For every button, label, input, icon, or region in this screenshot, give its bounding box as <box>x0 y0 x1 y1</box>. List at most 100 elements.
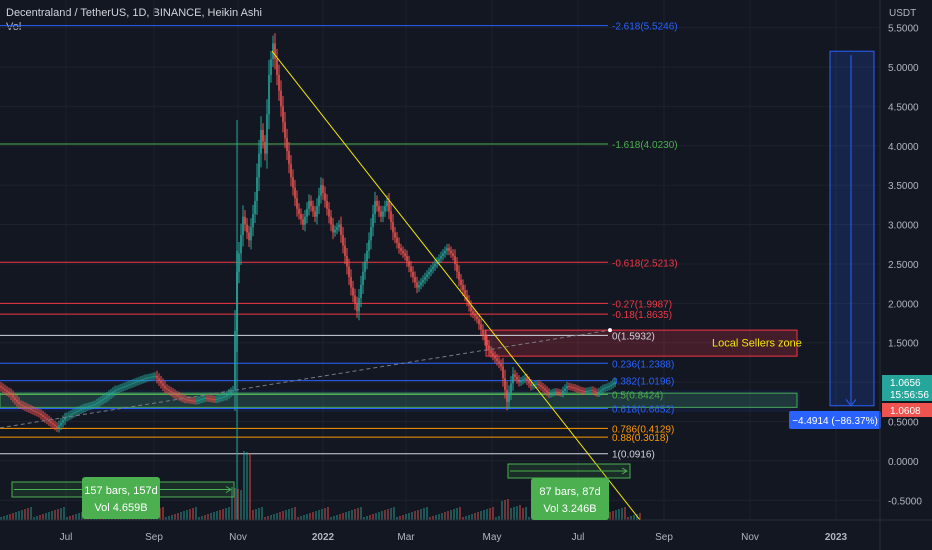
candle-body <box>360 284 362 299</box>
countdown: 15:56:56 <box>890 390 929 401</box>
candle-body <box>62 420 64 423</box>
candle-body <box>422 279 424 283</box>
candle-body <box>244 216 246 225</box>
fib-level-label: -0.18(1.8635) <box>612 310 672 321</box>
candle-body <box>490 350 492 354</box>
candle-body <box>548 392 550 394</box>
candle-body <box>406 256 408 262</box>
fib-level-label: -0.27(1.9987) <box>612 299 672 310</box>
candle-body <box>94 404 96 406</box>
volume-bar <box>258 508 260 520</box>
candle-body <box>522 379 524 381</box>
volume-bar <box>231 487 233 520</box>
volume-bar <box>381 511 383 520</box>
candle-body <box>592 390 594 392</box>
candle-body <box>566 386 568 389</box>
candle-body <box>8 391 10 394</box>
candle-body <box>160 380 162 384</box>
candle-body <box>258 153 260 178</box>
candle-body <box>4 388 6 391</box>
candle-body <box>346 256 348 267</box>
candle-body <box>390 211 392 222</box>
candle-body <box>82 408 84 410</box>
y-tick-label: 2.0000 <box>888 299 919 310</box>
candle-body <box>80 409 82 411</box>
candle-body <box>248 232 250 241</box>
candle-body <box>0 386 2 388</box>
volume-bar <box>297 517 299 520</box>
volume-bar <box>273 514 275 520</box>
fib-band <box>0 390 800 413</box>
candle-body <box>320 185 322 196</box>
volume-bar <box>186 510 188 520</box>
x-tick-label: Sep <box>145 532 163 543</box>
candle-body <box>40 413 42 416</box>
candle-body <box>148 377 150 379</box>
fib-level-label: 0(1.5932) <box>612 331 655 342</box>
volume-bar <box>453 509 455 520</box>
candle-body <box>484 334 486 341</box>
candle-body <box>12 395 14 398</box>
volume-bar <box>627 517 629 520</box>
fib-levels: -2.618(5.5246) -1.618(4.0230) -0.618(2.521… <box>0 22 678 461</box>
volume-bar <box>162 507 164 520</box>
volume-bar <box>333 516 335 520</box>
volume-bar <box>360 507 362 520</box>
volume-bar <box>399 516 401 520</box>
candle-body <box>296 198 298 209</box>
candle-body <box>214 399 216 401</box>
candle-body <box>46 418 48 420</box>
candle-body <box>180 396 182 398</box>
candle-body <box>98 401 100 403</box>
candle-body <box>604 387 606 389</box>
candle-body <box>480 324 482 330</box>
candle-body <box>164 385 166 389</box>
candle-body <box>482 329 484 335</box>
volume-bar <box>621 508 623 520</box>
volume-bar <box>306 514 308 520</box>
candle-body <box>434 263 436 267</box>
candle-body <box>152 376 154 378</box>
candle-body <box>364 261 366 272</box>
candle-body <box>138 380 140 382</box>
candle-body <box>90 405 92 407</box>
candle-body <box>464 290 466 296</box>
candle-body <box>444 250 446 254</box>
last-price-badge <box>882 375 932 401</box>
volume-bar <box>36 516 38 520</box>
volume-bar <box>414 511 416 520</box>
volume-bar <box>639 513 641 520</box>
candle-body <box>22 405 24 407</box>
candle-body <box>246 224 248 233</box>
candle-body <box>14 397 16 400</box>
candle-body <box>332 224 334 233</box>
candle-body <box>310 200 312 207</box>
candle-body <box>60 422 62 426</box>
candle-body <box>418 284 420 288</box>
candle-body <box>262 130 264 142</box>
volume-bar <box>459 507 461 520</box>
range-left-arrowhead <box>225 486 232 493</box>
symbol-title[interactable]: Decentraland / TetherUS, 1D, BINANCE, He… <box>6 7 262 19</box>
volume-bar <box>171 515 173 520</box>
volume-indicator-label[interactable]: Vol <box>6 21 22 33</box>
candle-body <box>560 392 562 394</box>
volume-bar <box>63 507 65 520</box>
candle-body <box>198 399 200 401</box>
candle-body <box>384 206 386 212</box>
volume-bar <box>201 516 203 520</box>
fib-level-label: 0.88(0.3018) <box>612 433 669 444</box>
candle-body <box>162 383 164 386</box>
range-left-bars-label: 157 bars, 157d <box>84 485 157 497</box>
candle-body <box>458 271 460 280</box>
candle-body <box>614 382 616 384</box>
volume-bar <box>342 513 344 520</box>
volume-bar <box>357 508 359 520</box>
candle-body <box>512 374 514 384</box>
range-right-vol-label: Vol 3.246B <box>543 503 596 515</box>
range-right-bars-label: 87 bars, 87d <box>539 486 600 498</box>
candle-body <box>34 410 36 412</box>
x-tick-label: Nov <box>741 532 759 543</box>
